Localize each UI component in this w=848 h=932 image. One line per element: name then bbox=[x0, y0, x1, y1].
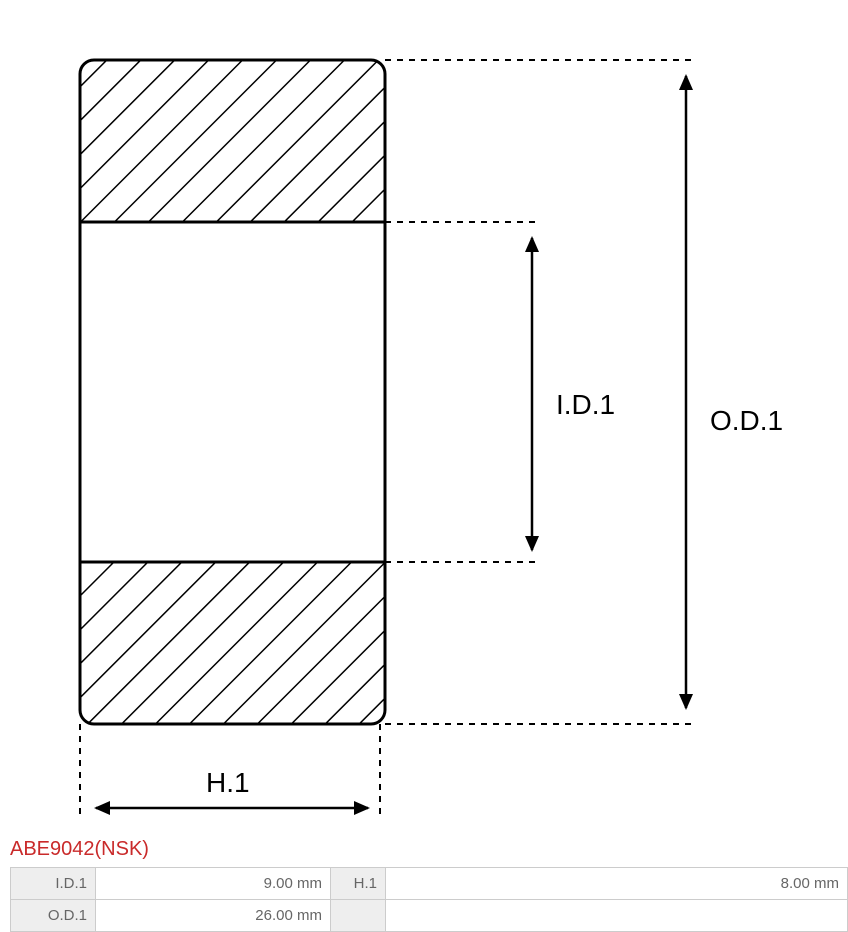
od1-label: O.D.1 bbox=[710, 405, 783, 436]
bearing-diagram-svg: O.D.1 I.D.1 H.1 bbox=[10, 20, 810, 820]
cell-label: I.D.1 bbox=[11, 868, 96, 900]
table-row: I.D.1 9.00 mm H.1 8.00 mm bbox=[11, 868, 848, 900]
table-row: O.D.1 26.00 mm bbox=[11, 900, 848, 932]
page-container: O.D.1 I.D.1 H.1 ABE9042(NSK) I.D.1 9.00 … bbox=[0, 0, 848, 932]
part-title: ABE9042(NSK) bbox=[0, 830, 848, 867]
cell-value: 8.00 mm bbox=[386, 868, 848, 900]
diagram-area: O.D.1 I.D.1 H.1 bbox=[0, 0, 848, 830]
cell-label bbox=[331, 900, 386, 932]
spec-table: I.D.1 9.00 mm H.1 8.00 mm O.D.1 26.00 mm bbox=[10, 867, 848, 932]
cell-value bbox=[386, 900, 848, 932]
bottom-hatch-region bbox=[80, 562, 385, 724]
cell-label: O.D.1 bbox=[11, 900, 96, 932]
id1-label: I.D.1 bbox=[556, 389, 615, 420]
h1-label: H.1 bbox=[206, 767, 250, 798]
cell-label: H.1 bbox=[331, 868, 386, 900]
cell-value: 9.00 mm bbox=[96, 868, 331, 900]
cell-value: 26.00 mm bbox=[96, 900, 331, 932]
top-hatch-region bbox=[80, 60, 385, 222]
